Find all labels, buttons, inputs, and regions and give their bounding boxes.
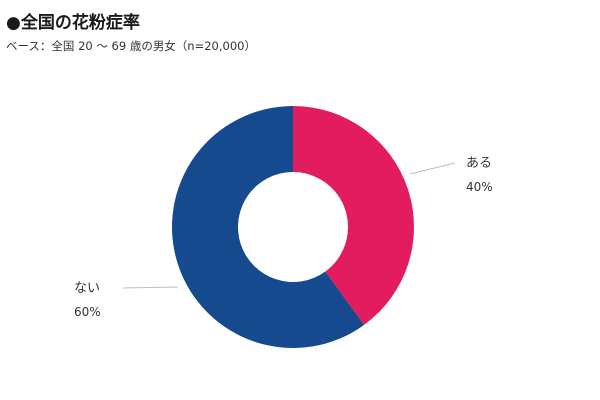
slice-value-label: 40% bbox=[466, 180, 493, 194]
leader-line bbox=[122, 286, 179, 289]
slices-layer bbox=[171, 106, 414, 348]
leader-line bbox=[409, 162, 456, 175]
slice-label: ある bbox=[466, 156, 492, 171]
slice-nai bbox=[171, 106, 365, 348]
slice-value-label: 60% bbox=[74, 305, 101, 319]
slice-aru bbox=[293, 106, 414, 325]
labels-layer: ある 40% ない 60% bbox=[74, 156, 493, 319]
chart-subtitle: ベース：全国 20 ～ 69 歳の男女（n=20,000） bbox=[6, 39, 256, 53]
slice-label: ない bbox=[74, 281, 100, 296]
chart-title: ●全国の花粉症率 bbox=[6, 13, 140, 33]
